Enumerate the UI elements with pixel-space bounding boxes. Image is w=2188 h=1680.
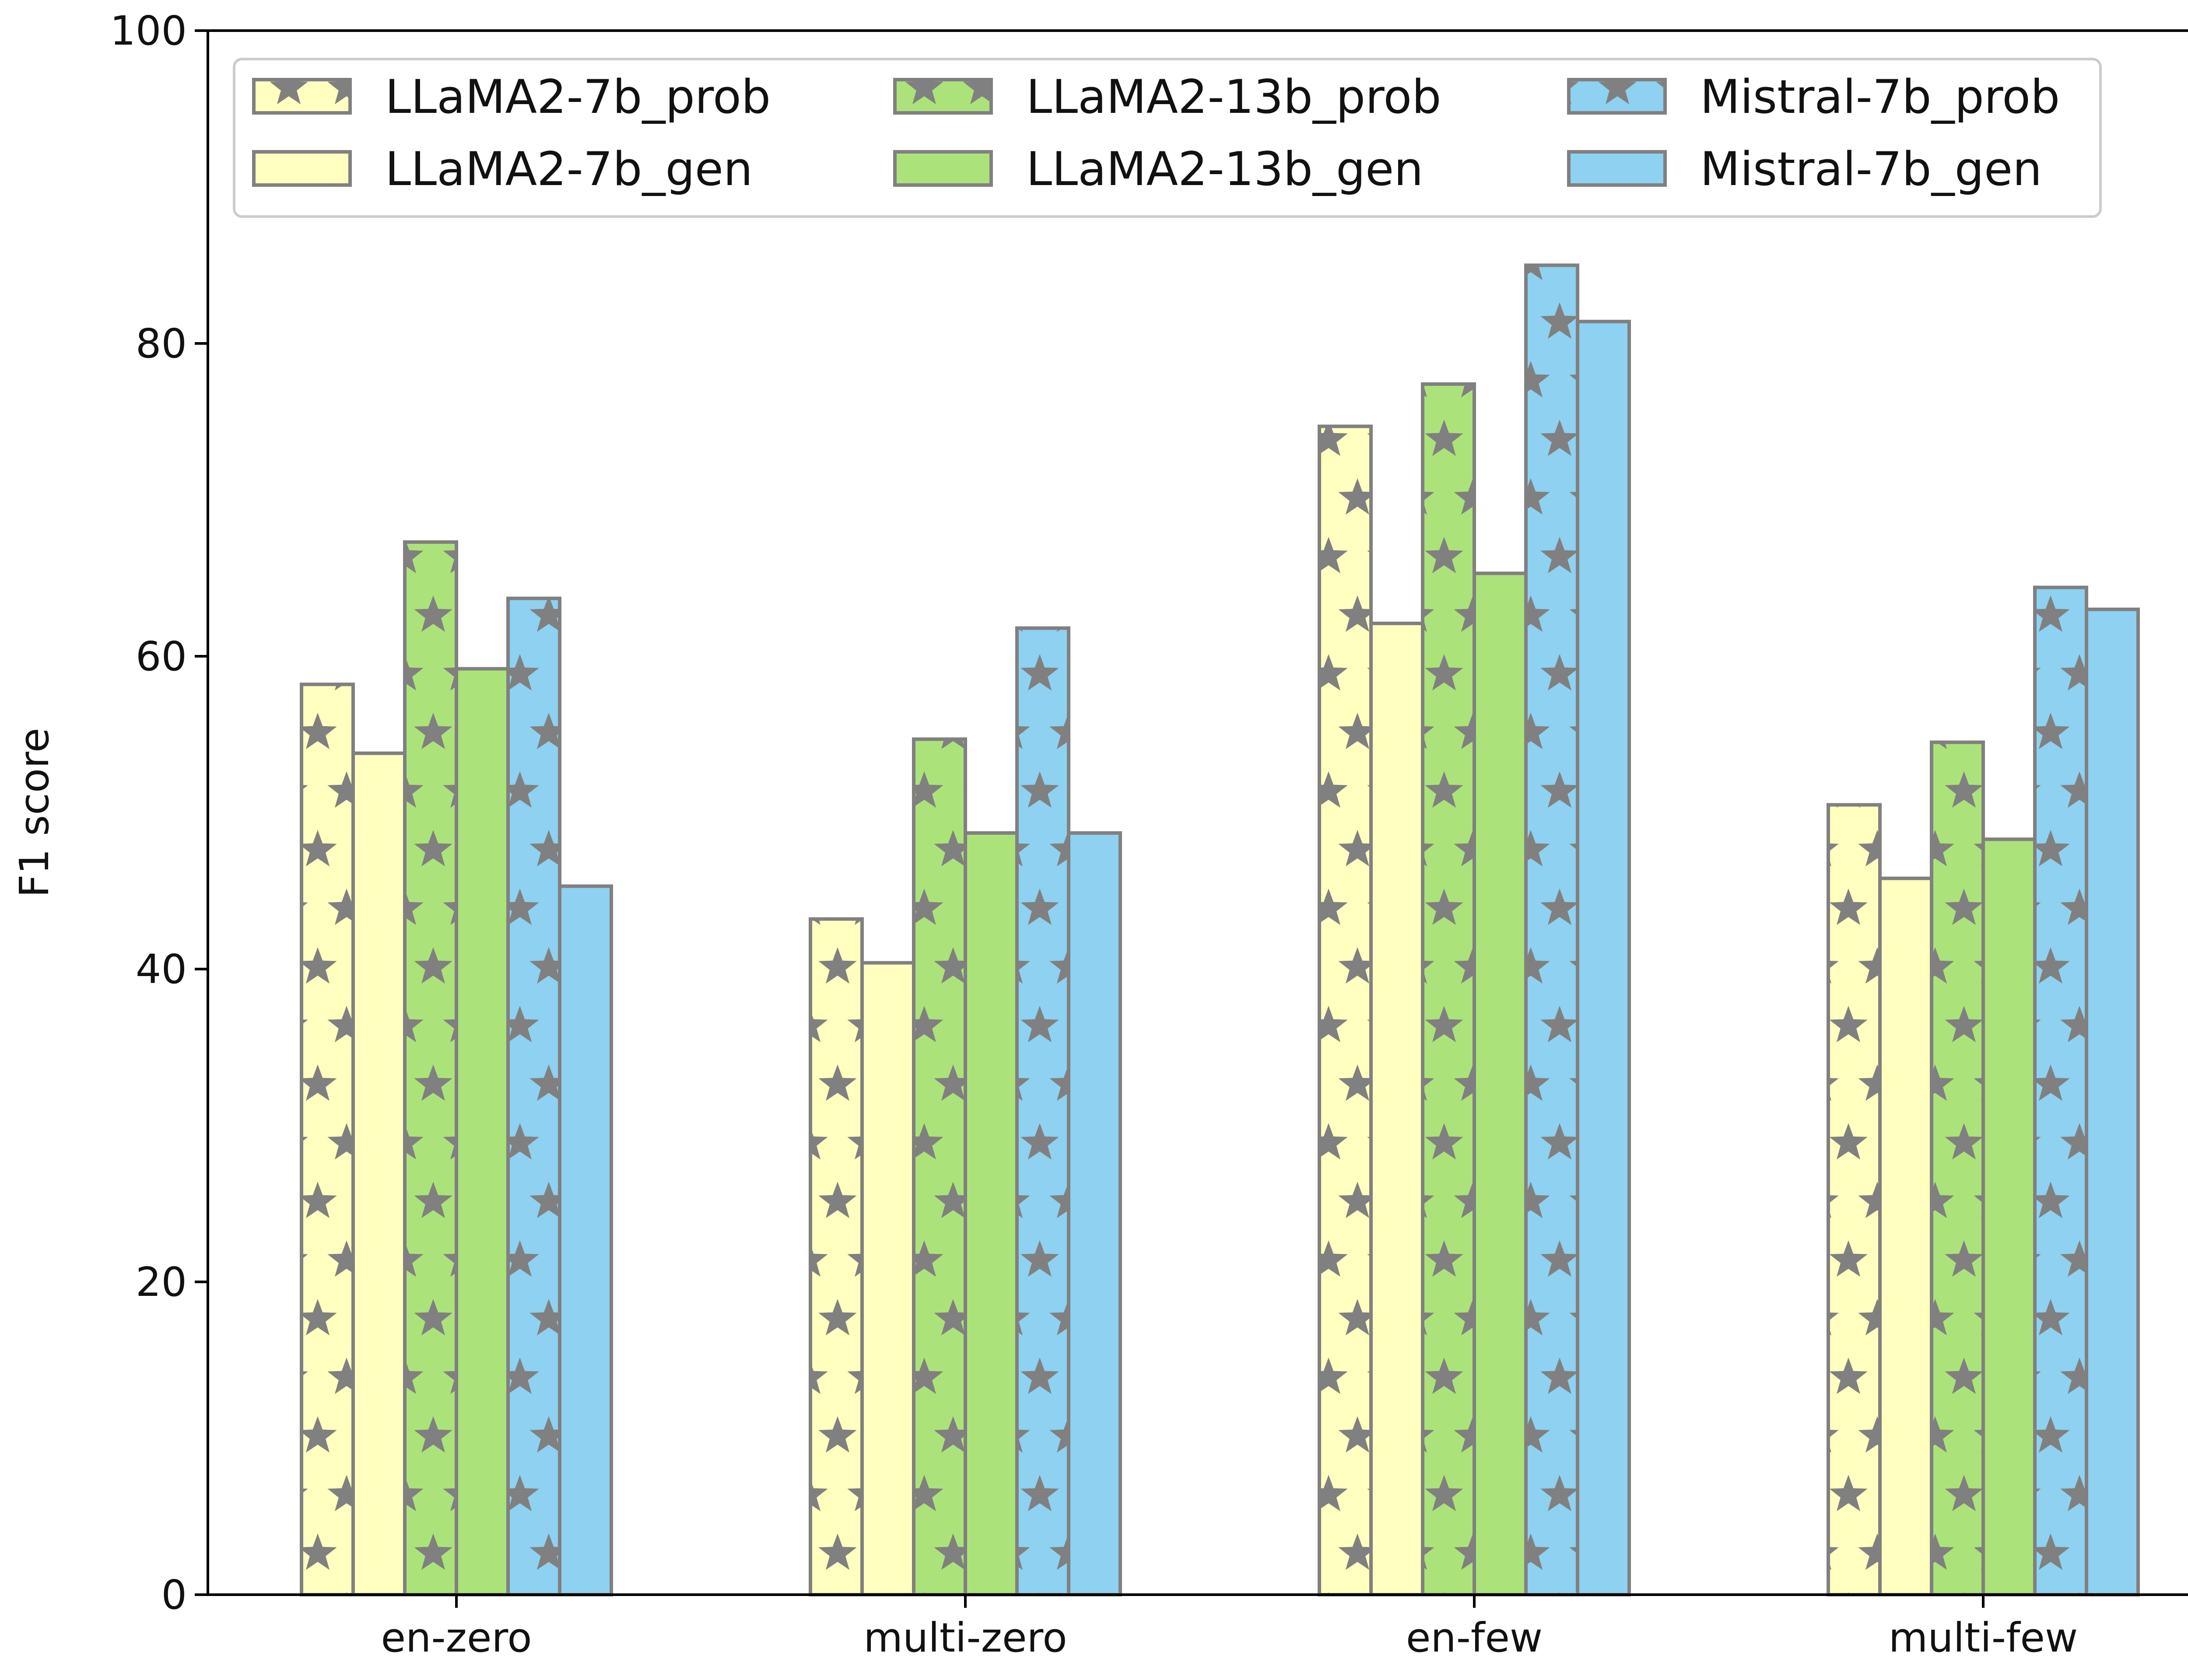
- bar-mistral-7b-prob-multi-zero: [1015, 626, 1070, 1596]
- bar-mistral-7b-gen-en-zero: [558, 884, 613, 1596]
- bar-mistral-7b-prob-en-zero: [506, 596, 561, 1596]
- bar-llama2-13b-prob-en-zero: [403, 540, 458, 1596]
- bar-llama2-7b-prob-multi-few: [1827, 803, 1882, 1596]
- axes-layer: 0 20 40 60 80 100 en-zero multi-zero en-few multi…: [11, 7, 2188, 1661]
- x-tick-label-en-zero: en-zero: [381, 1614, 532, 1661]
- bar-llama2-13b-gen-en-few: [1473, 571, 1528, 1596]
- legend-label-llama2-13b-prob: LLaMA2-13b_prob: [1026, 70, 1441, 124]
- legend-label-mistral-7b-prob: Mistral-7b_prob: [1700, 70, 2060, 124]
- bar-llama2-13b-gen-multi-few: [1981, 837, 2037, 1596]
- legend-swatch-llama2-13b-prob: [893, 78, 993, 115]
- bar-mistral-7b-prob-en-few: [1524, 263, 1579, 1597]
- y-tick-label: 100: [110, 7, 187, 54]
- bar-llama2-7b-gen-multi-zero: [860, 961, 915, 1596]
- legend-swatch-llama2-13b-gen: [893, 150, 993, 187]
- legend-swatch-mistral-7b-prob: [1567, 78, 1667, 115]
- x-tick-label-en-few: en-few: [1406, 1614, 1543, 1661]
- legend-label-mistral-7b-gen: Mistral-7b_gen: [1700, 142, 2042, 196]
- y-tick-label: 0: [161, 1572, 187, 1618]
- y-axis-label: F1 score: [11, 728, 58, 898]
- plot-frame: [207, 29, 2188, 1596]
- bar-llama2-13b-prob-multi-few: [1930, 740, 1985, 1596]
- bar-llama2-13b-prob-en-few: [1421, 382, 1476, 1597]
- y-tick-label: 40: [136, 946, 187, 993]
- y-tick-label: 80: [136, 320, 187, 367]
- legend-label-llama2-7b-gen: LLaMA2-7b_gen: [385, 142, 753, 196]
- bar-llama2-13b-gen-multi-zero: [964, 831, 1019, 1596]
- legend-swatch-mistral-7b-gen: [1567, 150, 1667, 187]
- x-tick-label-multi-few: multi-few: [1889, 1614, 2078, 1661]
- y-tick-label: 20: [136, 1259, 187, 1306]
- bar-llama2-7b-gen-multi-few: [1878, 876, 1933, 1596]
- bar-mistral-7b-prob-multi-few: [2033, 585, 2088, 1596]
- y-tick-label: 60: [136, 633, 187, 680]
- bars-layer: [300, 263, 2140, 1597]
- bar-llama2-7b-prob-en-few: [1318, 424, 1373, 1596]
- bar-mistral-7b-gen-multi-zero: [1067, 831, 1122, 1596]
- legend-label-llama2-13b-gen: LLaMA2-13b_gen: [1026, 142, 1424, 196]
- bar-mistral-7b-gen-multi-few: [2085, 607, 2140, 1597]
- bar-llama2-7b-gen-en-zero: [351, 751, 407, 1596]
- bar-llama2-7b-prob-multi-zero: [809, 917, 864, 1597]
- legend: LLaMA2-7b_prob LLaMA2-7b_gen LLaMA2-13b_pr…: [233, 58, 2102, 218]
- bar-mistral-7b-gen-en-few: [1576, 319, 1631, 1597]
- x-tick-label-multi-zero: multi-zero: [863, 1614, 1067, 1661]
- legend-swatch-llama2-7b-prob: [252, 78, 352, 115]
- bar-llama2-7b-prob-en-zero: [300, 682, 355, 1596]
- bar-llama2-13b-gen-en-zero: [455, 667, 510, 1596]
- legend-swatch-llama2-7b-gen: [252, 150, 352, 187]
- legend-label-llama2-7b-prob: LLaMA2-7b_prob: [385, 70, 771, 124]
- bar-llama2-13b-prob-multi-zero: [912, 737, 967, 1596]
- bar-llama2-7b-gen-en-few: [1369, 621, 1424, 1597]
